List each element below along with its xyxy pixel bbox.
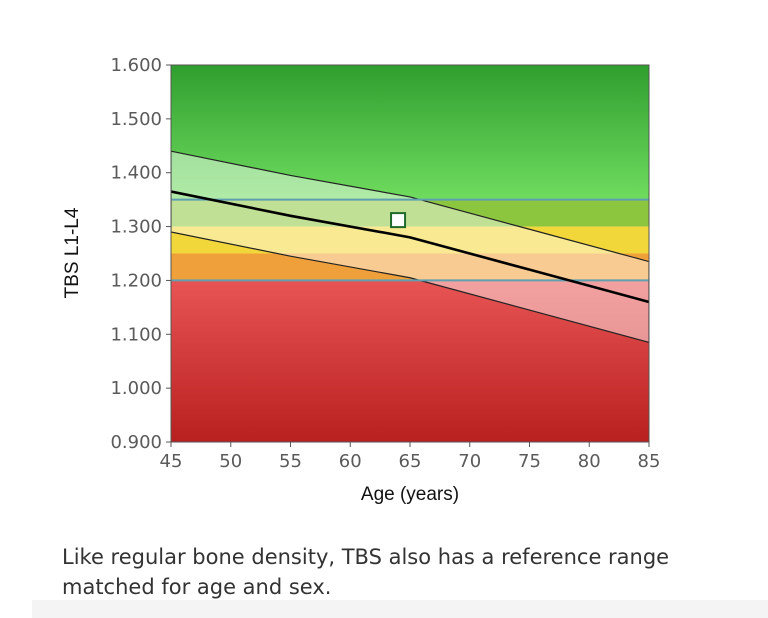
y-tick-label: 1.400 [110, 163, 162, 184]
x-tick-label: 85 [638, 451, 661, 472]
zone-layer [171, 65, 649, 442]
footer-band [32, 600, 768, 618]
y-tick-label: 1.200 [110, 270, 162, 291]
y-tick-label: 1.300 [110, 217, 162, 238]
reference-mean-line [171, 190, 649, 304]
x-tick-label: 45 [160, 451, 183, 472]
caption-text: Like regular bone density, TBS also has … [62, 545, 670, 599]
x-tick-label: 55 [279, 451, 302, 472]
x-tick-label: 70 [458, 451, 481, 472]
x-tick-label: 50 [219, 451, 242, 472]
patient-marker [390, 212, 407, 229]
zone-partially-degraded [171, 253, 649, 281]
x-axis-title: Age (years) [361, 484, 459, 505]
x-axis: 45 50 55 60 65 70 75 80 85 [160, 442, 661, 472]
y-tick-label: 1.100 [110, 324, 162, 345]
x-tick-label: 80 [578, 451, 601, 472]
x-tick-label: 60 [339, 451, 362, 472]
y-tick-label: 1.000 [110, 378, 162, 399]
y-tick-label: 1.600 [110, 55, 162, 76]
y-tick-label: 1.500 [110, 109, 162, 130]
x-tick-label: 65 [399, 451, 422, 472]
y-axis-title: TBS L1-L4 [62, 207, 83, 298]
x-tick-label: 75 [518, 451, 541, 472]
zone-upper-normal [171, 199, 649, 227]
zone-high [171, 65, 649, 200]
y-axis: 0.900 1.000 1.100 1.200 1.300 1.400 1.500 1.600 [110, 55, 171, 453]
y-tick-label: 0.900 [110, 432, 162, 453]
tbs-chart: 0.900 1.000 1.100 1.200 1.300 1.400 1.500 1.600… [62, 55, 661, 505]
zone-degraded [171, 280, 649, 442]
